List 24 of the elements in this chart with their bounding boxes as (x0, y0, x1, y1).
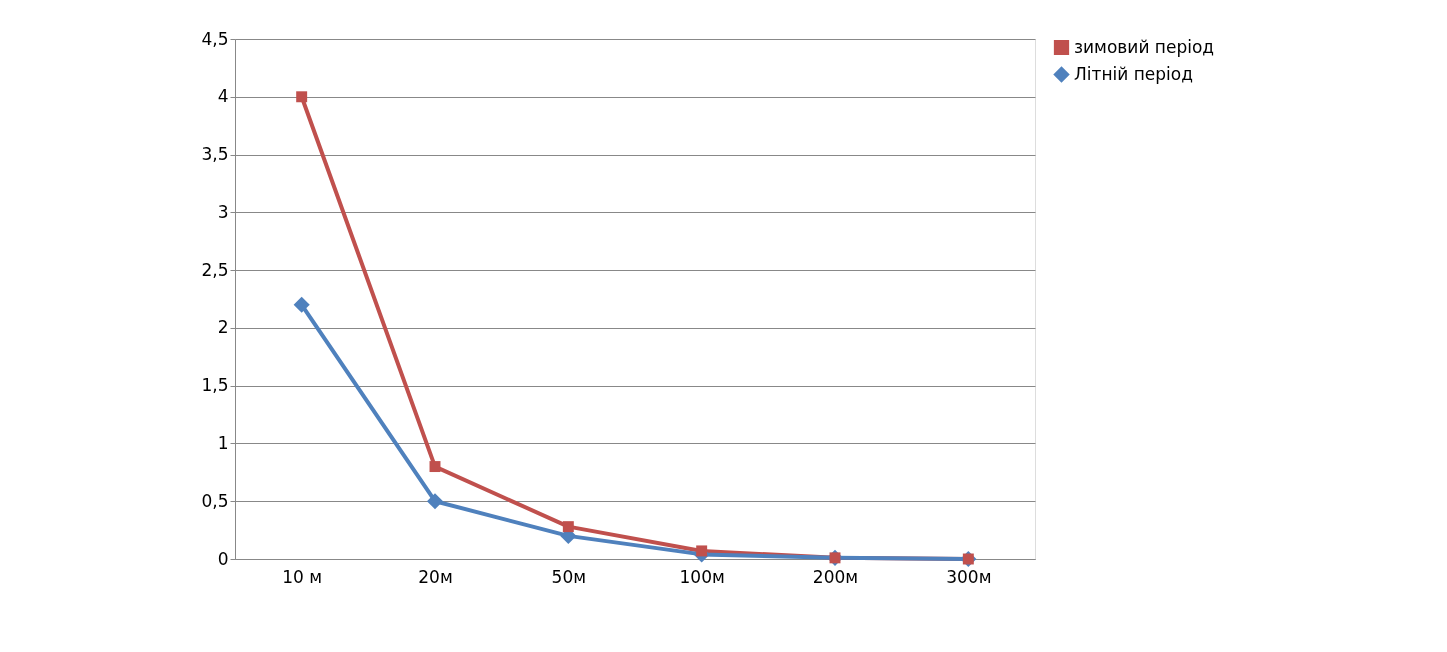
x-tick-label: 300м (946, 566, 992, 587)
x-tick-label: 200м (812, 566, 859, 587)
y-tick-label: 3,5 (201, 144, 229, 165)
legend-label: зимовий період (1074, 36, 1215, 57)
x-tick-label: 50м (551, 566, 587, 587)
y-tick-label: 4,5 (201, 28, 229, 49)
y-tick-label: 1 (217, 432, 229, 453)
x-tick-label: 100м (679, 566, 725, 587)
y-tick-label: 2,5 (201, 259, 229, 280)
point (426, 493, 444, 510)
y-tick-label: 0 (217, 548, 229, 569)
point (429, 461, 441, 473)
point (293, 296, 310, 313)
y-tick-label: 0,5 (201, 490, 229, 511)
point (562, 521, 574, 533)
point (296, 91, 308, 103)
y-tick-label: 4 (217, 86, 229, 107)
x-tick-label: 10 м (282, 566, 323, 587)
point (696, 545, 708, 557)
legend-label: Літній період (1074, 63, 1193, 84)
x-tick-label: 20м (418, 566, 453, 587)
y-tick-label: 3 (217, 201, 229, 222)
y-tick-label: 1,5 (201, 375, 229, 396)
y-tick-label: 2 (217, 317, 229, 338)
